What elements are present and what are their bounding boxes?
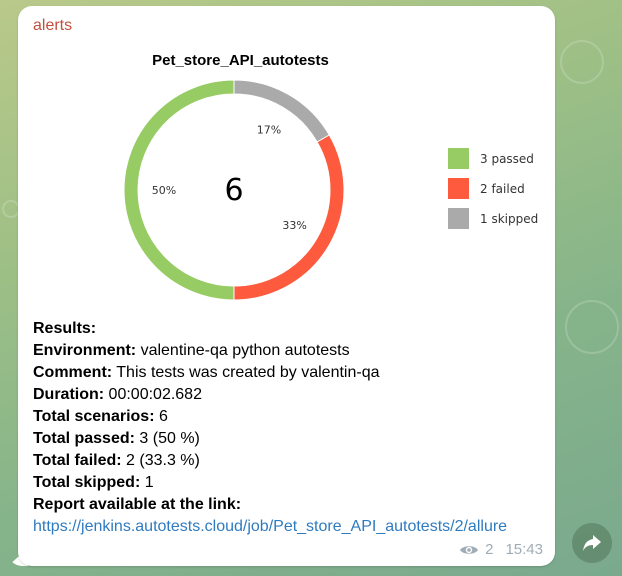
legend-label-skipped: 1 skipped — [480, 212, 539, 226]
environment-line: Environment: valentine-qa python autotes… — [33, 342, 350, 359]
legend-swatch-failed — [448, 178, 469, 199]
total-scenarios-line: Total scenarios: 6 — [33, 408, 168, 425]
total-skipped-line: Total skipped: 1 — [33, 474, 154, 491]
background-doodle — [565, 300, 619, 354]
allure-chart: 17% 33% 50% 6 Pet_store_API_autotests 3 pas… — [18, 44, 555, 314]
legend-swatch-passed — [448, 148, 469, 169]
percent-label-skipped: 17% — [257, 123, 281, 136]
duration-line: Duration: 00:00:02.682 — [33, 386, 202, 403]
view-count: 2 — [485, 541, 494, 558]
donut-slice-passed — [123, 79, 235, 301]
sender-name[interactable]: alerts — [33, 17, 73, 34]
total-failed-line: Total failed: 2 (33.3 %) — [33, 452, 200, 469]
message-bubble: alerts 17% 33% 50% 6 Pet_store_API_autotest… — [18, 6, 555, 566]
results-text: Results: Environment: valentine-qa pytho… — [33, 318, 548, 538]
donut-chart: 17% 33% 50% 6 — [123, 79, 345, 301]
total-passed-line: Total passed: 3 (50 %) — [33, 430, 200, 447]
legend-label-failed: 2 failed — [480, 182, 525, 196]
share-button[interactable] — [572, 523, 612, 563]
legend-swatch-skipped — [448, 208, 469, 229]
percent-label-failed: 33% — [282, 219, 306, 232]
percent-label-passed: 50% — [152, 184, 176, 197]
results-heading: Results: — [33, 320, 97, 337]
message-meta: 2 15:43 — [459, 541, 543, 558]
report-link[interactable]: https://jenkins.autotests.cloud/job/Pet_… — [33, 518, 508, 535]
report-label-line: Report available at the link: — [33, 496, 242, 513]
legend-label-passed: 3 passed — [480, 152, 534, 166]
chart-title: Pet_store_API_autotests — [152, 52, 329, 69]
share-arrow-icon — [583, 535, 601, 551]
background-doodle — [560, 40, 604, 84]
comment-line: Comment: This tests was created by valen… — [33, 364, 380, 381]
donut-slice-skipped — [233, 79, 330, 143]
eye-icon — [460, 545, 479, 554]
center-total-label: 6 — [224, 173, 243, 208]
donut-slice-failed — [233, 134, 345, 301]
message-time: 15:43 — [505, 541, 543, 558]
